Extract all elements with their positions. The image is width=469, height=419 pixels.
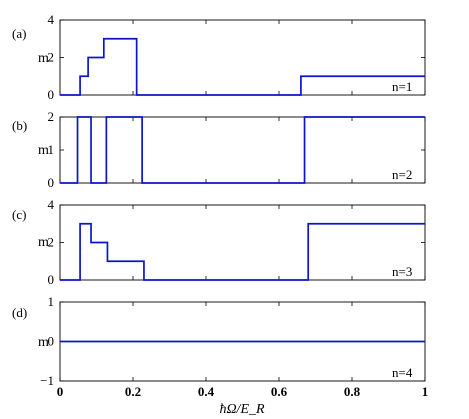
panel-d-ytick-label: 0	[48, 334, 55, 349]
panel-b-label: (b)	[12, 118, 27, 133]
panel-d-ytick-label: −1	[40, 373, 54, 388]
panel-b-ytick-label: 1	[48, 142, 55, 157]
x-tick-label: 0	[57, 384, 64, 399]
x-axis: 0 0.2 0.4 0.6 0.8 1 ħΩ/E_R	[57, 384, 429, 417]
x-tick-label: 0.4	[198, 384, 215, 399]
panel-d-ylabel: m	[38, 335, 49, 350]
panel-c-ylabel: m	[38, 235, 49, 250]
panel-a-axes	[59, 19, 426, 96]
panel-a-ytick-label: 2	[48, 50, 55, 65]
panel-a-label: (a)	[12, 26, 26, 41]
panel-a-series-line	[60, 37, 425, 96]
x-tick-label: 1	[422, 384, 429, 399]
panel-a-ytick-label: 0	[48, 87, 55, 102]
panel-d: (d) m n=4 −1 0 1	[12, 294, 426, 388]
panel-d-label: (d)	[12, 305, 27, 320]
panel-c-series-line	[60, 222, 425, 281]
panel-c-ytick-label: 2	[48, 235, 55, 250]
x-tick-label: 0.2	[125, 384, 141, 399]
panel-b-annotation: n=2	[392, 167, 412, 182]
panel-a-ylabel: m	[38, 51, 49, 66]
x-axis-label: ħΩ/E_R	[219, 402, 265, 417]
panel-d-ytick-label: 1	[48, 294, 55, 309]
panel-a: (a) m n=1 0 2 4	[12, 12, 426, 102]
panel-c-annotation: n=3	[392, 264, 412, 279]
panel-a-ytick-label: 4	[48, 12, 55, 27]
panel-c-axes	[59, 204, 426, 281]
panel-c-ytick-label: 0	[48, 272, 55, 287]
panel-d-annotation: n=4	[392, 365, 413, 380]
panel-b-axes	[59, 116, 426, 184]
panel-c-ytick-label: 4	[48, 197, 55, 212]
panel-a-annotation: n=1	[392, 79, 412, 94]
x-tick-label: 0.8	[344, 384, 361, 399]
x-tick-label: 0.6	[271, 384, 288, 399]
panel-b-yticks: 0 1 2	[48, 109, 426, 190]
panel-b-ylabel: m	[38, 143, 49, 158]
panel-b-ytick-label: 2	[48, 109, 55, 124]
panel-c-label: (c)	[12, 207, 26, 222]
panel-b-series-line	[60, 116, 425, 184]
panel-b-ytick-label: 0	[48, 175, 55, 190]
panel-c: (c) m n=3 0 2 4	[12, 197, 426, 287]
x-ticks: 0 0.2 0.4 0.6 0.8 1	[57, 384, 429, 399]
panel-d-yticks: −1 0 1	[40, 294, 426, 388]
panel-b: (b) m n=2 0 1 2	[12, 109, 426, 190]
